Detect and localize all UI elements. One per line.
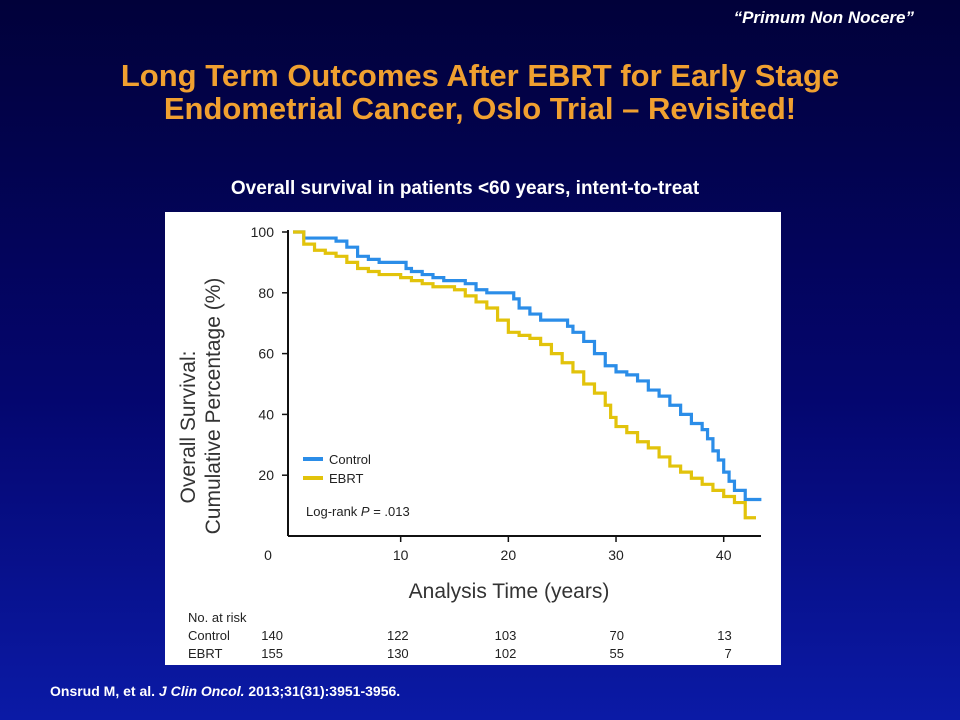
chart-panel: 20 40 60 80 100 0 10 20 30 40 Overall Survival: C… (165, 212, 781, 665)
legend-label-ebrt: EBRT (329, 471, 363, 486)
risk-table-header: No. at risk (188, 610, 247, 625)
risk-value-control: 70 (610, 628, 624, 643)
risk-table: No. at risk Control EBRT 140 122 103 70 13 15… (188, 610, 732, 661)
x-tick-label: 40 (716, 547, 732, 563)
y-tick-label: 80 (258, 285, 274, 301)
y-tick-label: 40 (258, 406, 274, 422)
slide-title-line-2: Endometrial Cancer, Oslo Trial – Revisit… (163, 91, 797, 126)
y-tick-label: 20 (258, 467, 274, 483)
risk-value-ebrt: 102 (495, 646, 517, 661)
citation: Onsrud M, et al. J Clin Oncol. 2013;31(3… (50, 683, 400, 699)
y-tick-label: 100 (251, 224, 275, 240)
slide-title-line-1: Long Term Outcomes After EBRT for Early … (120, 58, 840, 93)
series-line-ebrt (293, 230, 756, 520)
risk-row-label-control: Control (188, 628, 230, 643)
y-axis-label-line-2: Cumulative Percentage (%) (202, 278, 225, 535)
x-tick-label: 30 (608, 547, 624, 563)
y-tick-label: 60 (258, 346, 274, 362)
risk-value-ebrt: 55 (610, 646, 624, 661)
risk-row-label-ebrt: EBRT (188, 646, 222, 661)
slide-title: Long Term Outcomes After EBRT for Early … (0, 59, 960, 125)
motto-text: “Primum Non Nocere” (733, 8, 914, 27)
chart-legend: Control EBRT (303, 452, 371, 486)
log-rank-value: = .013 (370, 504, 410, 519)
log-rank-prefix: Log-rank (306, 504, 361, 519)
series-line-control (293, 230, 762, 502)
x-tick-label: 10 (393, 547, 409, 563)
citation-journal: J Clin Oncol. (158, 683, 245, 699)
x-tick-label: 0 (264, 547, 272, 563)
chart-axes: 20 40 60 80 100 0 10 20 30 40 (251, 224, 761, 563)
x-tick-label: 20 (501, 547, 517, 563)
citation-authors: Onsrud M, et al. (50, 683, 159, 699)
risk-value-control: 122 (387, 628, 409, 643)
risk-value-ebrt: 130 (387, 646, 409, 661)
legend-label-control: Control (329, 452, 371, 467)
log-rank-annotation: Log-rank P = .013 (306, 504, 410, 519)
citation-details: 2013;31(31):3951-3956. (244, 683, 401, 699)
risk-value-control: 103 (495, 628, 517, 643)
x-axis-label: Analysis Time (years) (409, 580, 610, 603)
chart-title: Overall survival in patients <60 years, … (230, 178, 700, 199)
chart-series (293, 230, 762, 520)
risk-value-control: 13 (717, 628, 731, 643)
risk-value-control: 140 (261, 628, 283, 643)
survival-chart: 20 40 60 80 100 0 10 20 30 40 Overall Survival: C… (177, 224, 762, 661)
risk-value-ebrt: 7 (724, 646, 731, 661)
log-rank-p: P (361, 504, 370, 519)
y-axis-label-line-1: Overall Survival: (177, 351, 200, 504)
risk-value-ebrt: 155 (261, 646, 283, 661)
